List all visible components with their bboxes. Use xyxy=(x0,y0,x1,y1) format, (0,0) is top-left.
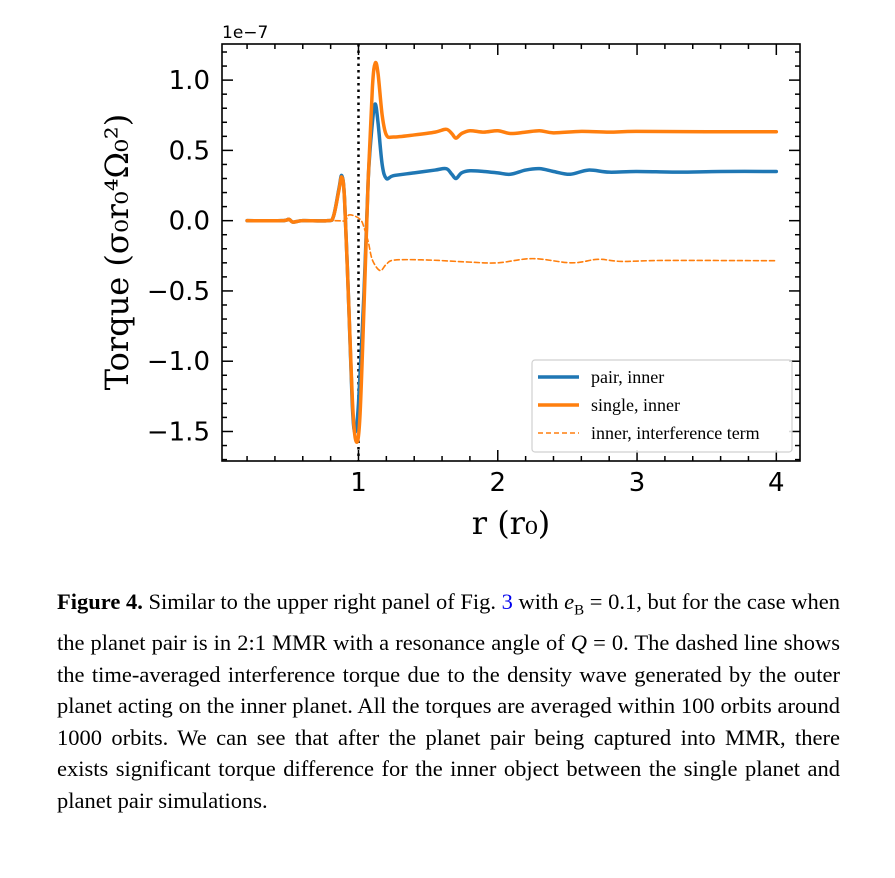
math-q-value: = 0 xyxy=(587,630,624,656)
legend-label: pair, inner xyxy=(591,367,664,387)
x-tick-label: 3 xyxy=(629,468,646,498)
y-tick-label: −1.5 xyxy=(147,417,210,447)
math-e: e xyxy=(564,589,575,614)
legend-label: single, inner xyxy=(591,395,680,415)
y-tick-label: −1.0 xyxy=(147,347,210,377)
y-tick-label: 1.0 xyxy=(169,66,210,96)
caption-text-1: Similar to the upper right panel of Fig. xyxy=(142,589,502,614)
caption-label: Figure 4. xyxy=(57,589,143,614)
math-q: Q xyxy=(570,630,588,656)
legend: pair, inner single, inner inner, interfere… xyxy=(531,359,793,453)
caption-text-4: . The dashed line shows the time-average… xyxy=(57,630,840,814)
series-group xyxy=(245,44,779,461)
math-e-value: = 0.1 xyxy=(584,589,637,614)
figure-ref-link[interactable]: 3 xyxy=(501,589,513,614)
plot-frame xyxy=(221,43,801,462)
figure-caption: Figure 4. Similar to the upper right pan… xyxy=(57,586,840,817)
y-tick-label: 0.0 xyxy=(169,207,210,237)
x-tick-label: 4 xyxy=(768,468,785,498)
x-tick-label: 1 xyxy=(350,468,367,498)
series-line-inner-interference-term xyxy=(246,214,778,272)
torque-chart: 1 2 3 4 −1.5 −1.0 −0.5 0.0 0.5 1.0 1e−7 r (r₀) To… xyxy=(98,23,801,542)
y-tick-label: 0.5 xyxy=(169,136,210,166)
math-e-sub: B xyxy=(574,602,585,619)
y-offset-label: 1e−7 xyxy=(222,23,268,43)
legend-label: inner, interference term xyxy=(591,423,760,443)
legend-box xyxy=(531,359,793,453)
y-axis-label: Torque (σ₀r₀⁴Ω₀²) xyxy=(98,114,136,390)
x-tick-label: 2 xyxy=(489,468,506,498)
caption-text-3: , but for the case when the planet pair … xyxy=(57,589,840,656)
y-tick-label: −0.5 xyxy=(147,277,210,307)
series-line-single-inner xyxy=(245,60,779,444)
axis-ticks: 1 2 3 4 −1.5 −1.0 −0.5 0.0 0.5 1.0 xyxy=(147,44,800,498)
caption-text-2: with xyxy=(512,589,565,614)
x-axis-label: r (r₀) xyxy=(472,504,551,542)
